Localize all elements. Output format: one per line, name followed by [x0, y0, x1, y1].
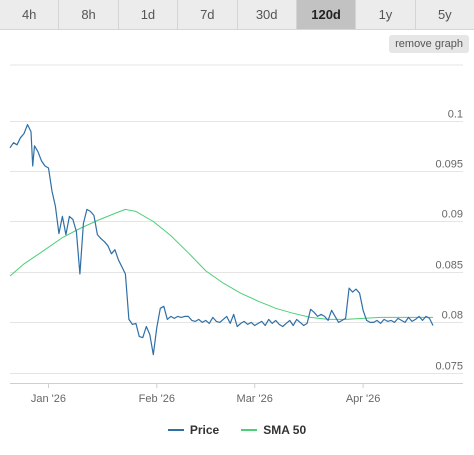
- y-tick-label: 0.1: [448, 109, 463, 121]
- y-tick-label: 0.085: [435, 260, 463, 272]
- tab-7d[interactable]: 7d: [178, 0, 238, 29]
- legend-item-sma50[interactable]: SMA 50: [241, 423, 306, 437]
- x-tick-label: Feb '26: [139, 393, 175, 405]
- x-tick-label: Jan '26: [31, 393, 66, 405]
- sma50-series-line: [9, 208, 433, 320]
- tab-4h[interactable]: 4h: [0, 0, 60, 29]
- legend-label-price: Price: [189, 423, 220, 437]
- x-tick-label: Apr '26: [346, 393, 381, 405]
- x-tick-label: Mar '26: [237, 393, 273, 405]
- legend: Price SMA 50: [0, 420, 474, 440]
- tab-5y[interactable]: 5y: [415, 0, 474, 29]
- legend-swatch-price: [167, 429, 184, 431]
- range-tabs: 4h 8h 1d 7d 30d 120d 1y 5y: [0, 0, 474, 30]
- y-tick-label: 0.08: [442, 310, 463, 322]
- tab-1y[interactable]: 1y: [356, 0, 416, 29]
- price-chart: Jan '26 Feb '26 Mar '26 Apr '26 0.0750.080.…: [9, 64, 463, 405]
- legend-item-price[interactable]: Price: [167, 423, 220, 437]
- legend-swatch-sma50: [241, 429, 258, 431]
- tab-120d[interactable]: 120d: [296, 0, 357, 29]
- remove-graph-button[interactable]: remove graph: [389, 35, 469, 53]
- tab-30d[interactable]: 30d: [237, 0, 297, 29]
- y-axis-labels: 0.075 0.08 0.085 0.09 0.095 0.1: [435, 109, 463, 373]
- tab-8h[interactable]: 8h: [59, 0, 119, 29]
- y-tick-label: 0.095: [435, 159, 463, 171]
- tab-1d[interactable]: 1d: [118, 0, 179, 29]
- grid-lines: [10, 64, 463, 388]
- series-lines: [9, 124, 434, 356]
- y-tick-label: 0.075: [435, 361, 463, 373]
- legend-label-sma50: SMA 50: [263, 423, 307, 437]
- y-tick-label: 0.09: [442, 209, 463, 221]
- x-axis-labels: Jan '26 Feb '26 Mar '26 Apr '26: [31, 393, 380, 405]
- price-series-line: [9, 124, 434, 356]
